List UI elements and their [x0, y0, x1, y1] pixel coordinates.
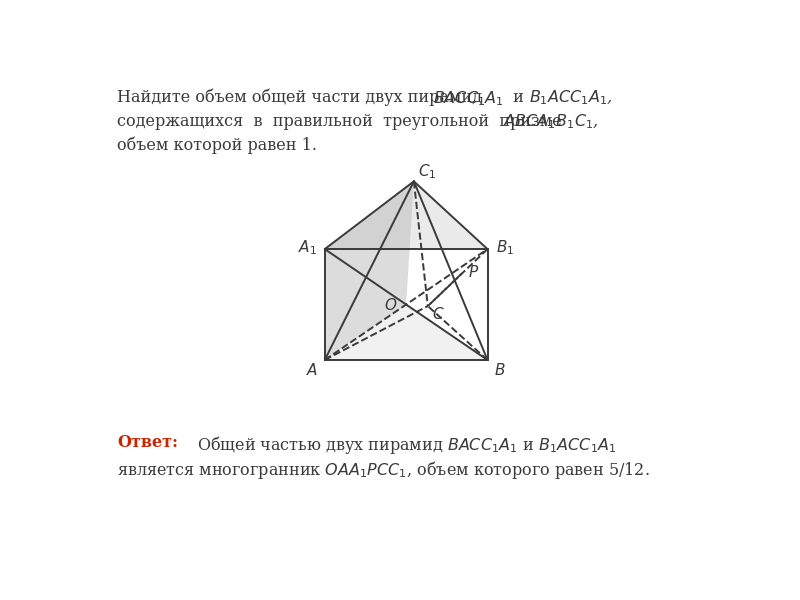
Text: Ответ:: Ответ: — [117, 434, 178, 451]
Text: $A_1$: $A_1$ — [298, 238, 317, 257]
Text: является многогранник $OAA_1PCC_1$, объем которого равен 5/12.: является многогранник $OAA_1PCC_1$, объе… — [117, 460, 650, 481]
Text: $A$: $A$ — [306, 362, 318, 378]
Text: $B$: $B$ — [494, 362, 506, 378]
Text: $C_1$: $C_1$ — [418, 162, 436, 181]
Polygon shape — [325, 181, 487, 249]
Text: объем которой равен 1.: объем которой равен 1. — [117, 137, 317, 154]
Text: Найдите объем общей части двух пирамид: Найдите объем общей части двух пирамид — [117, 89, 487, 106]
Text: Общей частью двух пирамид $BACC_1A_1$ и $B_1ACC_1A_1$: Общей частью двух пирамид $BACC_1A_1$ и … — [197, 434, 617, 456]
Text: содержащихся  в  правильной  треугольной  призме: содержащихся в правильной треугольной пр… — [117, 113, 572, 130]
Text: $ABCA_1B_1C_1$,: $ABCA_1B_1C_1$, — [503, 113, 598, 131]
Text: $P$: $P$ — [468, 264, 479, 280]
Text: $B_1ACC_1A_1$,: $B_1ACC_1A_1$, — [529, 89, 613, 107]
Text: $B_1$: $B_1$ — [496, 238, 514, 257]
Text: $BACC_1A_1$: $BACC_1A_1$ — [434, 89, 504, 107]
Text: $C$: $C$ — [432, 306, 445, 322]
Text: и: и — [509, 89, 530, 106]
Polygon shape — [325, 181, 414, 305]
Polygon shape — [325, 305, 487, 360]
Text: $O$: $O$ — [384, 296, 398, 313]
Polygon shape — [325, 249, 406, 360]
